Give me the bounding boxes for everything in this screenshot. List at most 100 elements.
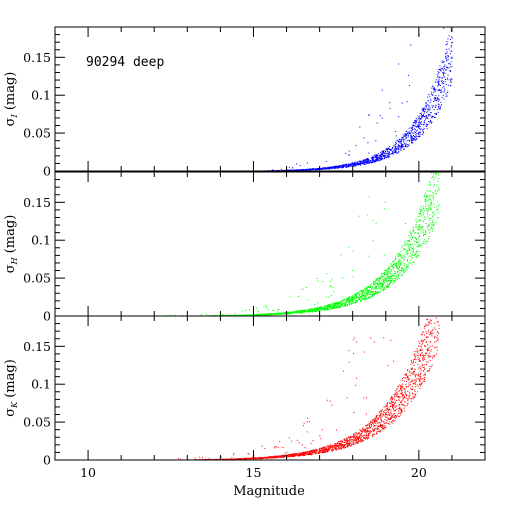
data-point bbox=[412, 251, 414, 253]
data-point bbox=[368, 286, 370, 288]
data-point bbox=[374, 161, 376, 163]
data-point bbox=[400, 141, 402, 143]
data-point bbox=[390, 277, 392, 279]
data-point bbox=[377, 158, 379, 160]
data-point bbox=[400, 258, 402, 260]
data-point bbox=[333, 306, 335, 308]
data-point bbox=[403, 271, 405, 273]
data-point bbox=[411, 137, 413, 139]
data-point bbox=[359, 290, 361, 292]
data-point bbox=[267, 313, 269, 315]
data-point bbox=[424, 199, 426, 201]
data-point bbox=[289, 295, 291, 297]
data-point bbox=[355, 300, 357, 302]
data-point bbox=[425, 325, 427, 326]
data-point bbox=[321, 308, 323, 310]
data-point bbox=[423, 340, 425, 342]
data-point bbox=[336, 446, 338, 448]
data-point bbox=[344, 439, 346, 441]
data-point bbox=[386, 155, 388, 157]
data-point bbox=[384, 155, 386, 157]
data-point bbox=[386, 420, 388, 422]
data-point bbox=[431, 221, 433, 223]
data-point bbox=[388, 285, 390, 287]
data-point bbox=[346, 397, 348, 399]
data-point bbox=[450, 79, 452, 81]
data-point bbox=[289, 313, 291, 315]
data-point bbox=[295, 312, 297, 314]
data-point bbox=[242, 310, 244, 312]
data-point bbox=[422, 340, 424, 342]
data-point bbox=[429, 183, 431, 185]
data-point bbox=[410, 131, 412, 133]
data-point bbox=[383, 152, 385, 154]
data-point bbox=[321, 307, 323, 309]
data-point bbox=[422, 129, 424, 131]
data-point bbox=[375, 158, 377, 160]
data-point bbox=[270, 314, 272, 316]
data-point bbox=[337, 302, 339, 304]
data-point bbox=[419, 235, 420, 237]
data-point bbox=[326, 305, 328, 307]
data-point bbox=[357, 300, 359, 302]
data-point bbox=[368, 161, 370, 163]
data-point bbox=[418, 232, 420, 234]
data-point bbox=[374, 288, 376, 290]
data-point bbox=[310, 308, 312, 310]
data-point bbox=[419, 121, 421, 123]
data-point bbox=[400, 145, 402, 147]
data-point bbox=[428, 93, 430, 95]
data-point bbox=[376, 417, 378, 419]
data-point bbox=[409, 232, 411, 234]
data-point bbox=[374, 279, 376, 281]
data-point bbox=[389, 277, 391, 279]
data-point bbox=[430, 208, 432, 210]
data-point bbox=[436, 170, 437, 171]
data-point bbox=[324, 168, 326, 170]
data-point bbox=[401, 143, 403, 145]
data-point bbox=[256, 314, 258, 316]
data-point bbox=[404, 256, 406, 258]
data-point bbox=[428, 313, 429, 314]
data-point bbox=[438, 83, 440, 85]
data-point bbox=[405, 270, 407, 272]
data-point bbox=[451, 42, 453, 44]
data-point bbox=[425, 232, 427, 233]
data-point bbox=[416, 135, 418, 137]
data-point bbox=[326, 167, 328, 169]
data-point bbox=[278, 169, 280, 171]
data-point bbox=[407, 250, 409, 252]
data-point bbox=[388, 284, 390, 286]
data-point bbox=[406, 254, 408, 256]
data-point bbox=[362, 291, 364, 293]
data-point bbox=[374, 283, 376, 285]
data-point bbox=[436, 184, 438, 186]
data-point bbox=[384, 270, 386, 272]
data-point bbox=[264, 314, 266, 316]
data-point bbox=[387, 269, 389, 271]
data-point bbox=[424, 233, 426, 235]
data-point bbox=[379, 422, 381, 424]
data-point bbox=[396, 139, 398, 141]
data-point bbox=[239, 314, 241, 316]
data-point bbox=[401, 274, 403, 276]
data-point bbox=[405, 137, 407, 139]
data-point bbox=[368, 114, 370, 116]
data-point bbox=[335, 304, 337, 306]
data-point bbox=[435, 104, 437, 106]
data-point bbox=[334, 304, 336, 306]
data-point bbox=[433, 97, 435, 99]
data-point bbox=[444, 69, 446, 71]
data-point bbox=[249, 309, 251, 311]
data-point bbox=[312, 168, 314, 170]
data-point bbox=[417, 133, 419, 135]
data-point bbox=[401, 144, 403, 146]
data-point bbox=[309, 169, 311, 171]
data-point bbox=[339, 305, 341, 307]
data-point bbox=[323, 307, 325, 309]
data-point bbox=[332, 447, 334, 449]
data-point bbox=[376, 280, 378, 282]
data-point bbox=[363, 288, 365, 290]
data-point bbox=[303, 311, 305, 313]
data-point bbox=[389, 414, 391, 416]
